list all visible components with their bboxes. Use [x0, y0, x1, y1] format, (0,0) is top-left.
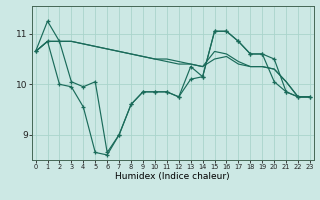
X-axis label: Humidex (Indice chaleur): Humidex (Indice chaleur)	[116, 172, 230, 181]
